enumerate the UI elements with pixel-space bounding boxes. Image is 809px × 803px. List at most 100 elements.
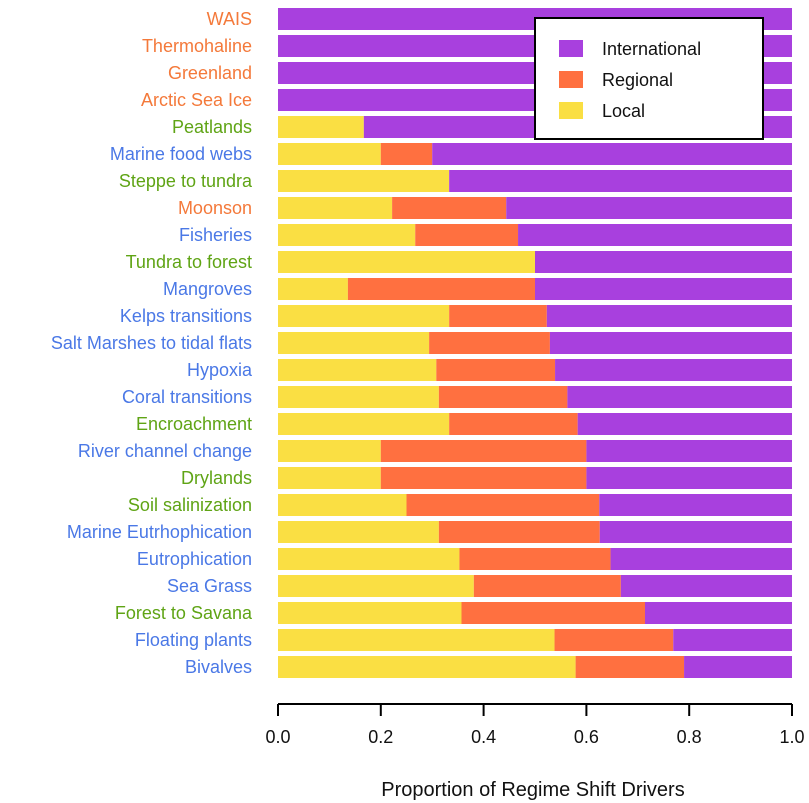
x-tick-label: 1.0 (779, 727, 804, 747)
category-label: Mangroves (163, 279, 252, 299)
bar-segment-international (449, 170, 792, 192)
x-tick-label: 0.4 (471, 727, 496, 747)
bar-segment-local (278, 440, 381, 462)
category-label: Bivalves (185, 657, 252, 677)
category-label: Soil salinization (128, 495, 252, 515)
bar-segment-local (278, 305, 450, 327)
category-label: Coral transitions (122, 387, 252, 407)
category-label: Salt Marshes to tidal flats (51, 333, 252, 353)
bar-segment-international (535, 278, 792, 300)
bar-segment-international (555, 359, 792, 381)
bar-segment-international (599, 521, 792, 543)
category-label: Forest to Savana (115, 603, 253, 623)
category-labels: WAIS Thermohaline Greenland Arctic Sea Ice P… (51, 9, 253, 677)
bar-segment-local (278, 548, 460, 570)
bar-segment-regional (459, 548, 611, 570)
bar-segment-regional (436, 359, 556, 381)
bar-segment-local (278, 575, 474, 597)
category-label: Arctic Sea Ice (141, 90, 252, 110)
category-label: Steppe to tundra (119, 171, 253, 191)
bar-segment-international (567, 386, 792, 408)
bar-segment-local (278, 251, 535, 273)
bar-segment-regional (554, 629, 674, 651)
x-tick-label: 0.6 (574, 727, 599, 747)
legend-swatch-international (559, 40, 583, 57)
bar-segment-international (620, 575, 792, 597)
bar-segment-international (673, 629, 792, 651)
bar-segment-local (278, 413, 450, 435)
bar-segment-local (278, 359, 437, 381)
category-label: Drylands (181, 468, 252, 488)
bar-segment-local (278, 494, 407, 516)
bar-segment-regional (406, 494, 600, 516)
category-label: Sea Grass (167, 576, 252, 596)
bar-segment-local (278, 629, 555, 651)
bar-segment-local (278, 197, 393, 219)
bar-segment-regional (438, 386, 568, 408)
x-axis: 0.0 0.2 0.4 0.6 0.8 1.0 (265, 703, 805, 747)
category-label: Greenland (168, 63, 252, 83)
category-label: River channel change (78, 441, 252, 461)
bar-segment-regional (449, 305, 547, 327)
category-label: Eutrophication (137, 549, 252, 569)
bar-segment-international (599, 494, 792, 516)
legend-label-international: International (602, 39, 701, 59)
bar-segment-regional (449, 413, 578, 435)
bar-segment-international (577, 413, 792, 435)
bar-segment-local (278, 386, 439, 408)
bar-segment-regional (347, 278, 535, 300)
x-axis-title: Proportion of Regime Shift Drivers (381, 779, 684, 801)
bar-segment-international (546, 305, 792, 327)
x-tick-label: 0.2 (368, 727, 393, 747)
bar-segment-regional (380, 467, 587, 489)
bar-segment-international (586, 467, 792, 489)
bar-segment-regional (473, 575, 621, 597)
bar-segment-local (278, 656, 576, 678)
legend-label-regional: Regional (602, 70, 673, 90)
bar-segment-local (278, 170, 450, 192)
bar-segment-international (432, 143, 792, 165)
bar-segment-local (278, 224, 416, 246)
category-label: Hypoxia (187, 360, 253, 380)
category-label: Marine food webs (110, 144, 252, 164)
category-label: Kelps transitions (120, 306, 252, 326)
bar-segment-regional (380, 143, 433, 165)
category-label: Peatlands (172, 117, 252, 137)
category-label: Encroachment (136, 414, 252, 434)
x-tick-label: 0.8 (677, 727, 702, 747)
bar-segment-local (278, 143, 381, 165)
category-label: Thermohaline (142, 36, 252, 56)
bar-segment-local (278, 278, 348, 300)
bar-segment-regional (380, 440, 587, 462)
bar-segment-local (278, 116, 364, 138)
bar-segment-international (586, 440, 792, 462)
bar-segment-local (278, 521, 439, 543)
bar-segment-international (644, 602, 792, 624)
bar-segment-local (278, 332, 430, 354)
bar-segment-regional (415, 224, 519, 246)
category-label: Fisheries (179, 225, 252, 245)
bar-segment-international (684, 656, 792, 678)
x-tick-label: 0.0 (265, 727, 290, 747)
category-label: WAIS (207, 9, 252, 29)
category-label: Moonson (178, 198, 252, 218)
category-label: Floating plants (135, 630, 252, 650)
bar-segment-regional (429, 332, 550, 354)
category-label: Tundra to forest (126, 252, 252, 272)
bar-segment-international (518, 224, 792, 246)
legend-swatch-regional (559, 71, 583, 88)
bar-segment-international (535, 251, 792, 273)
legend-label-local: Local (602, 101, 645, 121)
bar-segment-regional (575, 656, 685, 678)
bar-segment-regional (461, 602, 645, 624)
legend-swatch-local (559, 102, 583, 119)
bar-segment-local (278, 467, 381, 489)
bar-segment-regional (392, 197, 507, 219)
bar-segment-regional (438, 521, 600, 543)
bar-segment-local (278, 602, 462, 624)
bar-segment-international (610, 548, 792, 570)
legend: International Regional Local (534, 17, 764, 140)
bar-segment-international (549, 332, 792, 354)
bar-segment-international (506, 197, 792, 219)
